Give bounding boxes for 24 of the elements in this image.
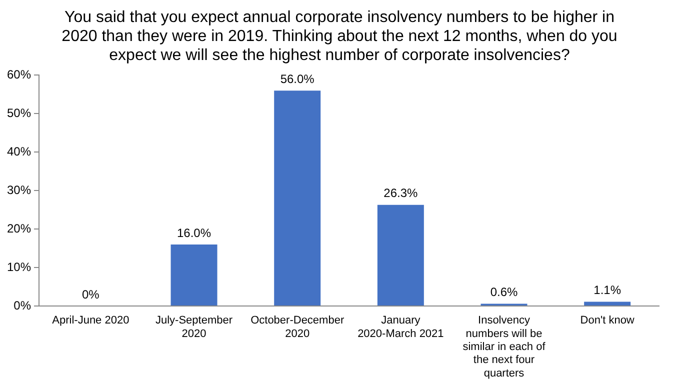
x-tick-label: October-December 2020 (250, 314, 344, 340)
data-label: 26.3% (384, 186, 418, 200)
bar (274, 90, 321, 306)
data-label: 1.1% (594, 283, 622, 298)
data-label: 16.0% (177, 226, 212, 240)
y-tick-label: 50% (6, 106, 32, 120)
y-tick-label: 30% (6, 182, 32, 197)
y-tick-label: 60% (6, 68, 32, 82)
x-tick-label: January 2020-March 2021 (358, 314, 444, 340)
y-tick-label: 20% (6, 221, 32, 236)
x-tick-label: Insolvency numbers will be similar in each of the next four quarters (462, 314, 546, 380)
data-label: 0% (82, 287, 100, 302)
chart-title: You said that you expect annual corporate insolvency numbers to be higher in 2020 than they were in 2019. Thinking about the next 12 months, when do you expect we will see the highest number of corporate insolvencies? (60, 8, 618, 65)
y-tick-label: 10% (6, 260, 32, 274)
x-tick-label: April-June 2020 (52, 314, 130, 327)
data-label: 56.0% (280, 72, 315, 86)
y-tick-label: 0% (14, 298, 32, 312)
y-tick-label: 40% (6, 144, 32, 158)
bar (170, 244, 218, 306)
bar (584, 302, 631, 306)
x-tick-label: July-September 2020 (155, 314, 233, 340)
data-label: 0.6% (490, 285, 518, 300)
x-tick-label: Don't know (580, 314, 634, 327)
bar (377, 204, 424, 306)
